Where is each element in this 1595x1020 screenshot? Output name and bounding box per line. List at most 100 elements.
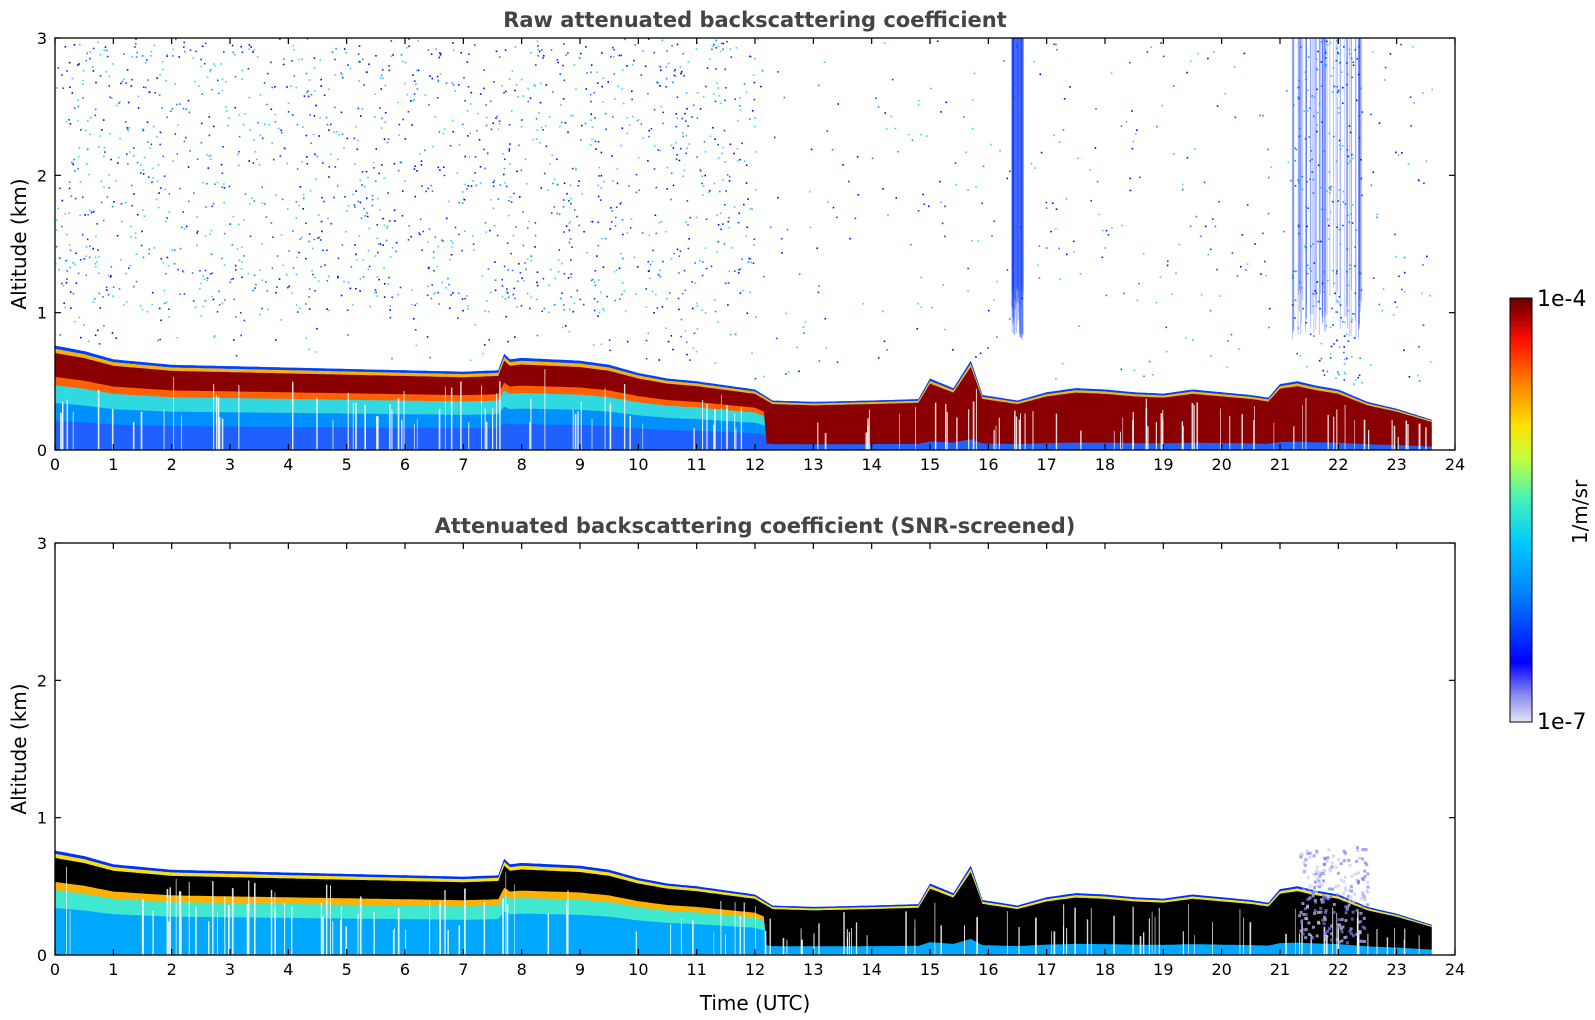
noise-speckle [597,279,600,281]
noise-speckle [86,148,89,151]
noise-speckle [651,290,654,293]
noise-speckle [99,307,102,309]
y-tick-label: 3 [37,29,47,48]
noise-speckle [579,57,581,60]
noise-speckle [594,117,596,119]
x-tick-label: 23 [1386,455,1406,474]
noise-speckle [729,143,732,146]
noise-speckle [1338,139,1341,142]
noise-speckle [621,127,624,129]
noise-speckle [611,210,613,212]
noise-speckle [79,214,81,217]
noise-speckle [355,253,357,256]
noise-speckle [1298,97,1301,100]
noise-speckle [501,285,504,287]
screened-residue [1336,871,1340,875]
screened-residue [1366,885,1370,889]
noise-speckle [1186,71,1188,74]
noise-speckle [248,48,250,50]
noise-speckle [729,333,732,336]
noise-speckle [687,61,689,63]
noise-speckle [153,247,156,249]
noise-speckle [1254,243,1256,245]
noise-speckle [520,169,523,171]
noise-speckle [597,245,600,247]
noise-speckle [541,49,543,51]
noise-speckle [621,282,624,284]
noise-speckle [156,77,158,79]
noise-speckle [61,74,63,76]
noise-speckle [492,122,494,124]
noise-speckle [717,45,720,48]
noise-speckle [877,106,880,108]
noise-speckle [99,53,102,56]
x-tick-label: 19 [1153,960,1173,979]
noise-speckle [161,107,163,109]
noise-speckle [590,119,592,121]
noise-speckle [1347,309,1349,312]
noise-speckle [366,212,368,214]
noise-speckle [635,191,638,194]
noise-speckle [322,162,324,164]
noise-speckle [666,50,668,52]
noise-speckle [518,263,520,265]
noise-speckle [1351,355,1353,358]
noise-speckle [1006,177,1009,180]
noise-speckle [733,152,735,155]
noise-speckle [165,220,167,223]
noise-speckle [709,189,711,192]
noise-speckle [1053,43,1055,45]
noise-speckle [1294,317,1296,319]
noise-speckle [379,243,382,245]
noise-speckle [212,298,215,301]
noise-speckle [79,181,82,183]
noise-speckle [492,207,495,210]
screened-residue [1300,852,1304,856]
noise-speckle [739,104,741,107]
noise-speckle [98,272,100,275]
x-tick-label: 13 [803,960,823,979]
noise-speckle [238,113,241,116]
noise-speckle [559,125,561,128]
noise-speckle [591,126,594,128]
noise-speckle [1314,290,1316,292]
noise-speckle [568,222,571,225]
noise-speckle [1146,51,1149,53]
noise-speckle [510,201,513,203]
noise-speckle [1337,89,1340,92]
noise-speckle [1357,73,1360,76]
noise-speckle [298,204,300,207]
screened-residue [1361,905,1365,909]
screened-residue [1311,894,1315,898]
noise-speckle [610,207,612,209]
noise-speckle [1175,272,1177,274]
noise-speckle [1361,194,1363,197]
noise-speckle [418,153,421,155]
noise-speckle [96,223,98,225]
noise-speckle [110,266,113,268]
noise-speckle [590,100,592,103]
noise-speckle [353,137,356,140]
screened-residue [1318,881,1321,885]
noise-speckle [443,174,446,177]
noise-speckle [425,190,427,193]
screened-residue [1308,891,1312,895]
noise-speckle [302,193,305,196]
noise-speckle [133,193,135,195]
noise-speckle [686,147,688,150]
noise-speckle [1089,169,1092,171]
noise-speckle [1270,166,1272,168]
noise-speckle [709,135,712,138]
screened-residue [1363,926,1367,930]
noise-speckle [398,123,401,126]
noise-speckle [70,195,73,198]
noise-speckle [87,120,89,122]
noise-speckle [753,81,756,84]
screened-residue [1349,927,1353,931]
noise-speckle [201,93,203,95]
noise-speckle [626,340,629,343]
noise-speckle [1297,225,1300,228]
noise-speckle [234,316,237,318]
noise-speckle [810,148,813,151]
